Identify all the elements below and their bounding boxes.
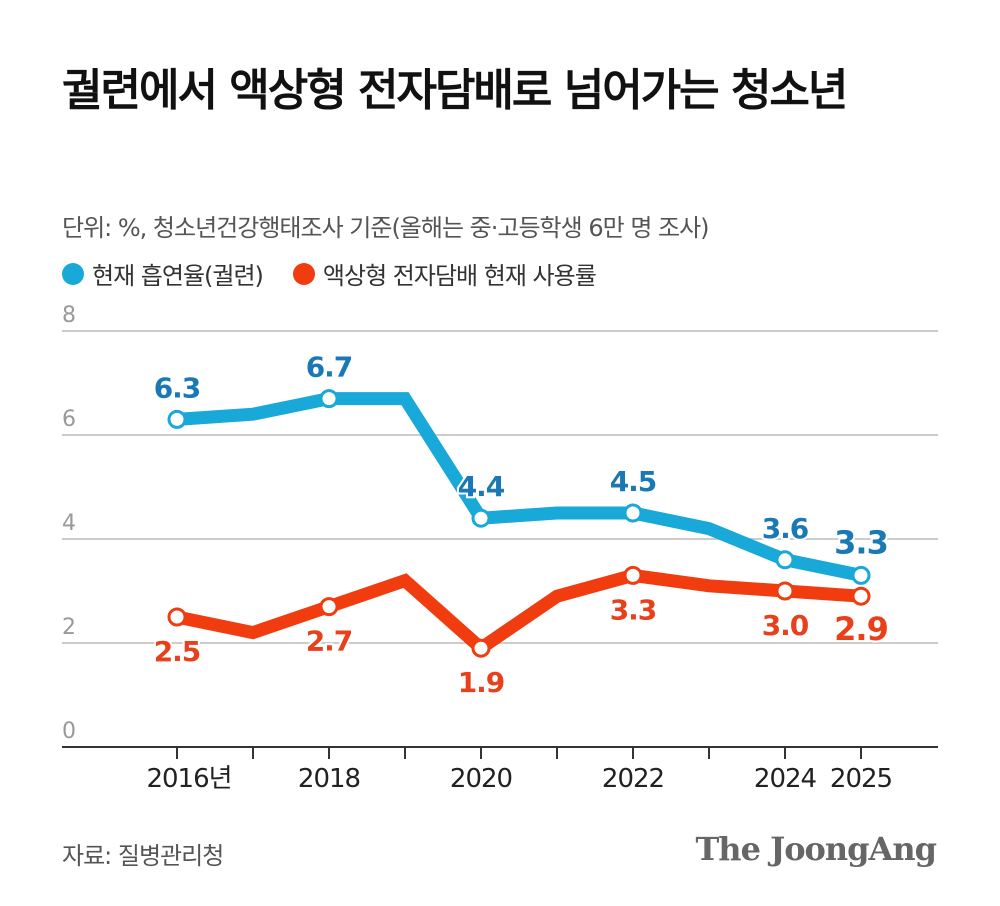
data-point bbox=[775, 550, 795, 570]
x-tick-label: 2016년 bbox=[146, 764, 231, 794]
x-tick-label: 2018 bbox=[298, 764, 360, 794]
data-point bbox=[851, 565, 871, 585]
data-label: 4.4 bbox=[458, 470, 505, 503]
x-tick-label: 2025 bbox=[830, 764, 892, 794]
data-label: 3.3 bbox=[610, 593, 657, 626]
chart-subtitle: 단위: %, 청소년건강행태조사 기준(올해는 중·고등학생 6만 명 조사) bbox=[62, 214, 710, 242]
data-label: 2.7 bbox=[306, 625, 353, 658]
data-point bbox=[775, 581, 795, 601]
data-label: 6.7 bbox=[306, 351, 353, 384]
data-point bbox=[319, 597, 339, 617]
data-point bbox=[623, 503, 643, 523]
x-tick-label: 2022 bbox=[602, 764, 664, 794]
legend: 현재 흡연율(궐련) 액상형 전자담배 현재 사용률 bbox=[62, 256, 597, 291]
legend-dot-icon bbox=[292, 262, 315, 285]
y-tick-label: 2 bbox=[62, 615, 76, 640]
data-label: 2.5 bbox=[154, 635, 201, 668]
data-label: 6.3 bbox=[154, 371, 201, 404]
data-label: 3.3 bbox=[834, 523, 888, 561]
data-point bbox=[471, 508, 491, 528]
publisher-logo: The JoongAng bbox=[695, 830, 937, 868]
y-tick-label: 0 bbox=[62, 719, 76, 744]
data-point bbox=[167, 607, 187, 627]
data-point bbox=[319, 389, 339, 409]
legend-label: 액상형 전자담배 현재 사용률 bbox=[322, 262, 597, 290]
y-tick-label: 6 bbox=[62, 407, 76, 432]
data-label: 4.5 bbox=[610, 465, 657, 498]
y-tick-label: 4 bbox=[62, 511, 76, 536]
source-note: 자료: 질병관리청 bbox=[62, 842, 224, 870]
legend-item-cigarette: 현재 흡연율(궐련) bbox=[62, 256, 264, 291]
x-tick-label: 2020 bbox=[450, 764, 512, 794]
x-tick-label: 2024 bbox=[754, 764, 817, 794]
data-label: 3.6 bbox=[762, 512, 809, 545]
data-point bbox=[851, 586, 871, 606]
data-label: 2.9 bbox=[834, 610, 888, 648]
legend-item-vape: 액상형 전자담배 현재 사용률 bbox=[292, 256, 597, 291]
data-point bbox=[167, 409, 187, 429]
y-tick-label: 8 bbox=[62, 303, 76, 328]
legend-label: 현재 흡연율(궐련) bbox=[92, 262, 264, 290]
series-line-1 bbox=[175, 568, 862, 657]
data-label: 1.9 bbox=[458, 666, 505, 699]
series-line-0 bbox=[176, 392, 863, 582]
data-point bbox=[471, 638, 491, 658]
data-label: 3.0 bbox=[762, 609, 809, 642]
chart-title: 궐련에서 액상형 전자담배로 넘어가는 청소년 bbox=[62, 65, 848, 116]
legend-dot-icon bbox=[62, 262, 84, 285]
data-point bbox=[623, 565, 643, 585]
